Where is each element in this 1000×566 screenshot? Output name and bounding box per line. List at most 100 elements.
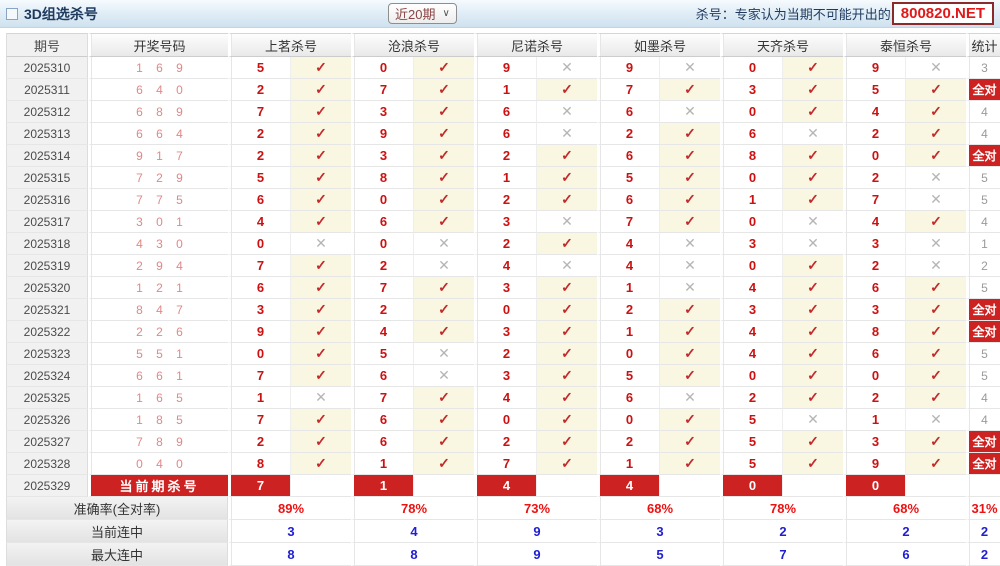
footer-value: 3 (597, 520, 720, 543)
check-icon: ✓ (536, 343, 597, 365)
check-icon: ✓ (659, 409, 720, 431)
kill-number-cell: 7 (351, 79, 413, 101)
cross-icon: ✕ (290, 233, 351, 255)
title-bar: 3D组选杀号 近20期 ∨ 杀号：专家认为当期不可能开出的 800820.NET (0, 0, 1000, 28)
kill-number-cell: 6 (351, 431, 413, 453)
check-icon: ✓ (413, 123, 474, 145)
current-kill-number: 4 (597, 475, 659, 497)
footer-value: 2 (720, 520, 843, 543)
kill-number-cell: 5 (228, 57, 290, 79)
check-icon: ✓ (659, 431, 720, 453)
kill-number-cell: 5 (597, 167, 659, 189)
kill-number-cell: 4 (597, 255, 659, 277)
title-checkbox[interactable] (6, 7, 18, 20)
kill-number-cell: 1 (351, 453, 413, 475)
current-kill-banner: 当前期杀号 (88, 475, 228, 497)
kill-number-cell: 4 (228, 211, 290, 233)
check-icon: ✓ (290, 101, 351, 123)
kill-number-cell: 0 (474, 299, 536, 321)
stat-cell: 5 (966, 277, 1000, 299)
check-icon: ✓ (413, 453, 474, 475)
stat-cell: 4 (966, 101, 1000, 123)
check-icon: ✓ (905, 453, 966, 475)
kill-number-cell: 3 (720, 299, 782, 321)
kill-number-note: 杀号：专家认为当期不可能开出的 (695, 7, 891, 22)
kill-number-cell: 8 (843, 321, 905, 343)
check-icon: ✓ (659, 145, 720, 167)
kill-number-cell: 6 (351, 409, 413, 431)
draw-numbers-cell: 3 0 1 (88, 211, 228, 233)
kill-number-cell: 6 (474, 101, 536, 123)
empty-result-cell (290, 475, 351, 497)
range-select[interactable]: 近20期 ∨ (388, 3, 457, 24)
footer-label: 最大连中 (6, 543, 228, 566)
col-header-expert: 沧浪杀号 (351, 33, 474, 57)
kill-number-cell: 3 (720, 233, 782, 255)
kill-number-cell: 7 (597, 79, 659, 101)
kill-number-cell: 9 (843, 453, 905, 475)
kill-number-cell: 5 (351, 343, 413, 365)
kill-number-cell: 6 (351, 211, 413, 233)
check-icon: ✓ (536, 387, 597, 409)
check-icon: ✓ (905, 431, 966, 453)
stat-badge: 全对 (966, 321, 1000, 343)
cross-icon: ✕ (536, 101, 597, 123)
empty-result-cell (905, 475, 966, 497)
kill-number-cell: 9 (474, 57, 536, 79)
kill-number-cell: 5 (843, 79, 905, 101)
draw-numbers-cell: 9 1 7 (88, 145, 228, 167)
check-icon: ✓ (659, 343, 720, 365)
check-icon: ✓ (905, 101, 966, 123)
draw-numbers-cell: 7 2 9 (88, 167, 228, 189)
footer-label: 当前连中 (6, 520, 228, 543)
kill-number-cell: 3 (843, 233, 905, 255)
kill-number-cell: 9 (351, 123, 413, 145)
check-icon: ✓ (290, 299, 351, 321)
stat-cell: 2 (966, 255, 1000, 277)
kill-number-cell: 2 (843, 167, 905, 189)
stat-cell: 5 (966, 343, 1000, 365)
kill-number-cell: 7 (228, 255, 290, 277)
kill-number-cell: 6 (597, 145, 659, 167)
site-watermark: 800820.NET (891, 2, 994, 25)
check-icon: ✓ (413, 277, 474, 299)
check-icon: ✓ (413, 409, 474, 431)
cross-icon: ✕ (905, 409, 966, 431)
draw-numbers-cell: 5 5 1 (88, 343, 228, 365)
col-header-expert: 上茗杀号 (228, 33, 351, 57)
chevron-down-icon: ∨ (442, 8, 450, 19)
kill-number-cell: 2 (843, 255, 905, 277)
cross-icon: ✕ (413, 343, 474, 365)
cross-icon: ✕ (782, 211, 843, 233)
draw-numbers-cell: 8 4 7 (88, 299, 228, 321)
footer-value: 5 (597, 543, 720, 566)
kill-number-cell: 1 (843, 409, 905, 431)
check-icon: ✓ (659, 79, 720, 101)
kill-number-cell: 0 (720, 167, 782, 189)
kill-number-cell: 1 (720, 189, 782, 211)
kill-number-cell: 1 (474, 79, 536, 101)
check-icon: ✓ (905, 299, 966, 321)
footer-value: 78% (720, 497, 843, 520)
empty-result-cell (413, 475, 474, 497)
kill-number-cell: 0 (843, 365, 905, 387)
check-icon: ✓ (905, 387, 966, 409)
cross-icon: ✕ (782, 123, 843, 145)
cross-icon: ✕ (659, 101, 720, 123)
current-kill-number: 0 (720, 475, 782, 497)
kill-number-cell: 1 (228, 387, 290, 409)
kill-number-cell: 0 (843, 145, 905, 167)
footer-label: 准确率(全对率) (6, 497, 228, 520)
kill-number-cell: 4 (351, 321, 413, 343)
cross-icon: ✕ (413, 255, 474, 277)
kill-number-cell: 0 (597, 409, 659, 431)
draw-numbers-cell: 1 8 5 (88, 409, 228, 431)
period-cell: 2025328 (6, 453, 88, 475)
check-icon: ✓ (413, 145, 474, 167)
period-cell: 2025312 (6, 101, 88, 123)
check-icon: ✓ (782, 189, 843, 211)
kill-number-cell: 5 (228, 167, 290, 189)
kill-number-cell: 9 (228, 321, 290, 343)
check-icon: ✓ (905, 211, 966, 233)
kill-number-cell: 0 (228, 343, 290, 365)
